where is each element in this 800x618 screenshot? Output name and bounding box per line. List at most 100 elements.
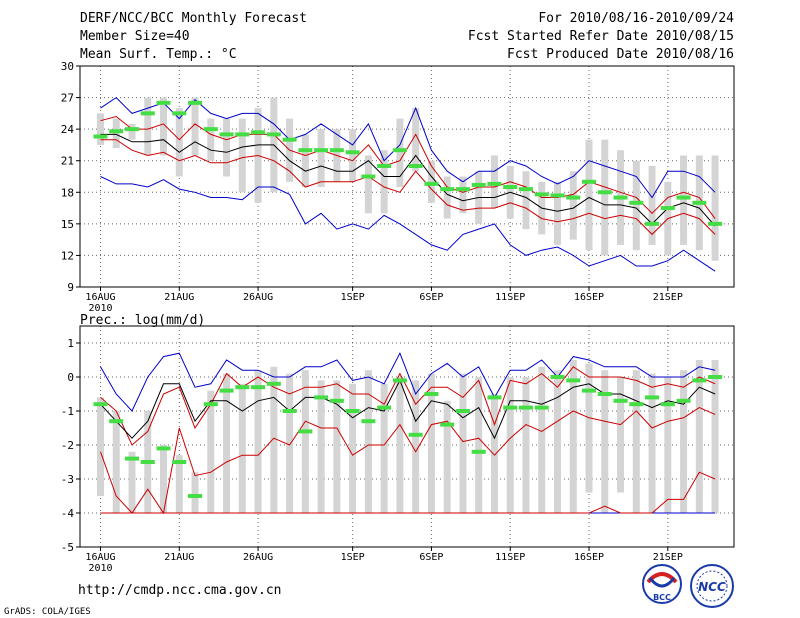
median-marker bbox=[708, 375, 723, 379]
box-bar bbox=[96, 397, 104, 496]
median-marker bbox=[188, 494, 203, 498]
median-marker bbox=[140, 111, 155, 116]
median-marker bbox=[235, 132, 250, 137]
median-marker bbox=[645, 395, 660, 400]
median-marker bbox=[424, 392, 439, 396]
box-bar bbox=[695, 360, 703, 513]
x-tick-label: 26AUG bbox=[243, 552, 273, 563]
median-marker bbox=[455, 409, 470, 413]
box-bar bbox=[96, 113, 104, 145]
y-tick-label: -4 bbox=[61, 507, 75, 520]
ncc-logo: NCC bbox=[690, 564, 734, 608]
box-bar bbox=[160, 97, 168, 156]
x-tick-label: 26AUG bbox=[243, 292, 273, 303]
median-marker bbox=[566, 195, 581, 200]
median-marker bbox=[629, 402, 644, 407]
median-marker bbox=[676, 398, 691, 403]
median-marker bbox=[518, 405, 533, 410]
box-bar bbox=[238, 383, 246, 513]
x-tick-label: 16SEP bbox=[574, 292, 604, 303]
box-bar bbox=[680, 370, 688, 513]
y-tick-label: 12 bbox=[61, 249, 74, 262]
median-marker bbox=[676, 195, 691, 200]
ensemble-max-line bbox=[100, 351, 716, 412]
y-tick-label: 24 bbox=[61, 123, 75, 136]
median-marker bbox=[361, 419, 376, 424]
box-bar bbox=[349, 383, 357, 513]
box-bar bbox=[175, 455, 183, 513]
median-marker bbox=[660, 402, 675, 407]
median-marker bbox=[266, 381, 281, 386]
median-marker bbox=[172, 111, 187, 116]
box-bar bbox=[223, 373, 231, 513]
median-marker bbox=[613, 195, 628, 200]
x-tick-label: 16AUG bbox=[85, 552, 115, 563]
median-marker bbox=[377, 405, 392, 410]
x-tick-label: 6SEP bbox=[419, 552, 443, 563]
box-bar bbox=[601, 139, 609, 256]
median-marker bbox=[361, 174, 376, 179]
median-marker bbox=[109, 129, 124, 134]
x-tick-label: 21AUG bbox=[164, 292, 194, 303]
box-bar bbox=[175, 108, 183, 177]
box-bar bbox=[459, 176, 467, 214]
box-bar bbox=[112, 411, 120, 513]
box-bar bbox=[412, 380, 420, 513]
source-url[interactable]: http://cmdp.ncc.cma.gov.cn bbox=[78, 583, 282, 598]
box-bar bbox=[160, 445, 168, 513]
box-bar bbox=[238, 118, 246, 193]
box-bar bbox=[301, 134, 309, 188]
median-marker bbox=[582, 388, 597, 393]
box-bar bbox=[427, 373, 435, 513]
precip-label: Prec.: log(mm/d) bbox=[80, 313, 205, 328]
box-bar bbox=[191, 97, 199, 156]
y-tick-label: 30 bbox=[61, 60, 74, 73]
ensemble-mean-line bbox=[100, 133, 716, 227]
bcc-logo: BCC bbox=[642, 564, 682, 604]
box-bar bbox=[490, 155, 498, 209]
median-marker bbox=[455, 187, 470, 192]
median-marker bbox=[219, 388, 234, 393]
box-bar bbox=[412, 108, 420, 172]
median-marker bbox=[424, 181, 439, 186]
median-marker bbox=[440, 187, 455, 192]
median-marker bbox=[345, 150, 360, 155]
median-marker bbox=[708, 221, 723, 226]
box-bar bbox=[270, 366, 278, 513]
median-marker bbox=[518, 187, 533, 192]
median-marker bbox=[597, 392, 612, 396]
chart-title: DERF/NCC/BCC Monthly Forecast bbox=[80, 11, 307, 26]
lower-extreme-line bbox=[100, 471, 716, 514]
median-marker bbox=[487, 181, 502, 186]
mean-spread-line bbox=[100, 407, 716, 515]
median-marker bbox=[329, 398, 344, 403]
median-marker bbox=[692, 378, 707, 383]
median-marker bbox=[125, 456, 140, 461]
median-marker bbox=[503, 405, 518, 410]
median-marker bbox=[125, 127, 140, 132]
box-bar bbox=[364, 155, 372, 214]
median-marker bbox=[140, 460, 155, 464]
ensemble-max-line bbox=[100, 96, 716, 199]
y-tick-label: 27 bbox=[61, 92, 74, 105]
y-tick-label: -1 bbox=[61, 405, 74, 418]
x-tick-label: 21AUG bbox=[164, 552, 194, 563]
box-bar bbox=[522, 171, 530, 230]
box-bar bbox=[254, 370, 262, 513]
box-bar bbox=[443, 400, 451, 513]
median-marker bbox=[93, 134, 108, 139]
median-marker bbox=[156, 446, 171, 451]
box-bar bbox=[112, 118, 120, 149]
box-bar bbox=[333, 380, 341, 513]
median-marker bbox=[534, 405, 549, 410]
box-bar bbox=[553, 181, 561, 245]
median-marker bbox=[251, 385, 266, 390]
median-marker bbox=[408, 432, 423, 437]
box-bar bbox=[364, 370, 372, 513]
median-marker bbox=[345, 409, 360, 413]
median-marker bbox=[251, 130, 266, 135]
x-tick-label: 1SEP bbox=[341, 292, 365, 303]
mean-spread-line bbox=[100, 366, 716, 446]
